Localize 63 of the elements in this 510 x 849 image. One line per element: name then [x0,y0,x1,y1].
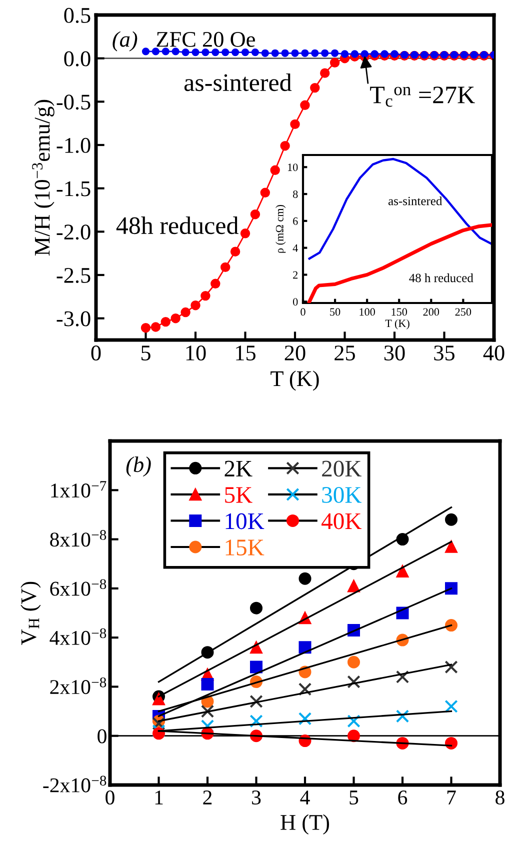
legend-label: 2K [224,460,252,476]
y-tick-label: 6x10$^{−8}$ [50,579,106,596]
x-tick-label: 2 [203,790,212,804]
annotation: 48h reduced [116,216,238,234]
x-tick-label: 25 [334,346,355,360]
x-tick-label: 7 [447,790,456,804]
legend-label: 5K [225,487,252,503]
y-tick-label: -2.0 [56,224,90,240]
legend-label: 20K [322,460,362,477]
y-tick-label: 2x10$^{−8}$ [50,677,106,694]
annotation: T$_{c}$$^{on}$ =27K [370,86,475,107]
annotation: 48 h reduced [409,273,474,282]
y-tick-label: 0 [293,298,298,306]
annotation: (b) [126,456,151,477]
x-tick-label: 40 [483,346,504,360]
x-tick-label: 8 [496,790,504,805]
x-tick-label: 20 [284,346,306,360]
y-tick-label: -1.0 [56,138,90,154]
y-tick-label: 8 [293,190,298,198]
x-tick-label: 250 [455,308,472,316]
legend-label: 10K [226,513,264,530]
x-tick-label: 10 [186,346,206,360]
y-tick-label: 8x10$^{−8}$ [50,530,106,547]
x-tick-label: 50 [330,308,340,316]
x-tick-label: 5 [350,790,358,805]
y-tick-label: 0 [98,729,106,744]
y-tick-label: -3.0 [56,311,90,326]
y-tick-label: -1.5 [56,181,90,196]
x-tick-label: 0 [300,308,306,316]
x-tick-label: 30 [384,346,405,360]
legend-label: 40K [322,513,362,530]
x-tick-label: 1 [155,790,163,804]
x-tick-label: 15 [236,346,256,360]
y-tick-label: 10 [288,164,298,172]
y-tick-label: 6 [293,217,298,225]
x-tick-label: 3 [252,790,261,805]
x-axis-title: T (K) [385,319,410,330]
annotation: as-sintered [388,196,442,206]
y-axis-title: V$_{H}$ (V) [20,582,41,645]
y-tick-label: 0.0 [64,51,90,66]
annotation: as-sintered [184,74,292,92]
legend-label: 15K [226,540,264,556]
annotation: (a) [112,31,138,52]
x-tick-label: 35 [434,346,454,360]
y-axis-title: ρ (mΩ cm) [276,205,286,253]
y-tick-label: 2 [293,271,298,279]
x-tick-label: 5 [141,346,150,360]
x-axis-title: T (K) [270,370,319,391]
y-tick-label: -2.5 [56,268,90,284]
y-tick-label: -0.5 [56,94,90,110]
x-tick-label: 6 [398,790,408,805]
x-tick-label: 100 [360,308,375,316]
y-tick-label: 1x10$^{−7}$ [51,481,106,498]
x-tick-label: 200 [423,308,440,316]
y-tick-label: 0.5 [64,8,90,24]
x-axis-title: H (T) [280,814,330,834]
y-axis-title: M/H (10$^{−3}$emu/g) [32,100,54,256]
y-tick-label: 4 [292,244,298,252]
y-tick-label: 4x10$^{−8}$ [50,628,106,645]
x-tick-label: 150 [392,308,408,316]
annotation: ZFC 20 Oe [156,32,255,47]
y-tick-label: -2x10$^{−8}$ [43,776,106,792]
legend-label: 30K [322,486,362,503]
